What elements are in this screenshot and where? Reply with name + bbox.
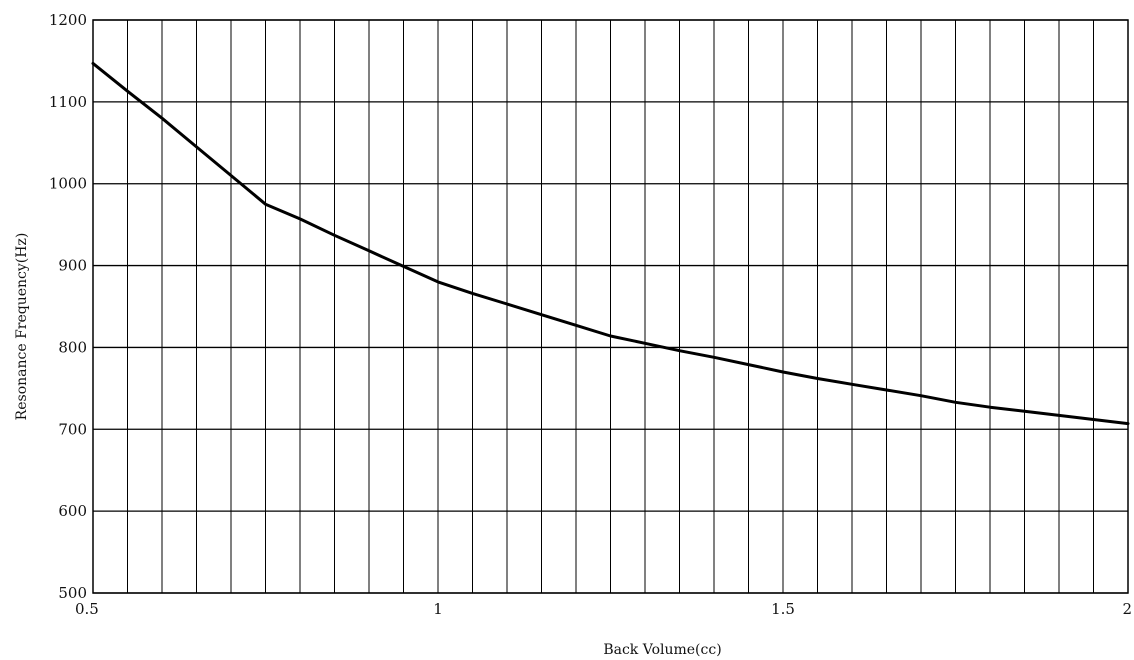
y-tick-label: 1200: [49, 11, 87, 29]
series-line: [91, 61, 1130, 426]
x-tick-label: 0.5: [75, 600, 99, 618]
y-tick-label: 800: [58, 338, 87, 356]
x-tick-label: 1: [433, 600, 443, 618]
x-axis-title: Back Volume(cc): [603, 642, 721, 658]
tick-labels: 500 600 700 800 900 1000 1100 1200 0.5 1 1.5 2: [49, 11, 1132, 618]
x-tick-label: 1.5: [771, 600, 795, 618]
y-tick-label: 1100: [49, 93, 87, 111]
y-tick-label: 700: [58, 420, 87, 438]
y-axis-title: Resonance Frequency(Hz): [14, 233, 30, 421]
y-tick-label: 500: [58, 584, 87, 602]
plot-frame: [92, 19, 1129, 594]
y-tick-label: 1000: [49, 175, 87, 193]
grid: [92, 19, 1129, 594]
x-tick-label: 2: [1122, 600, 1132, 618]
y-tick-label: 600: [58, 502, 87, 520]
series-layer: [91, 61, 1130, 426]
y-tick-label: 900: [58, 257, 87, 275]
